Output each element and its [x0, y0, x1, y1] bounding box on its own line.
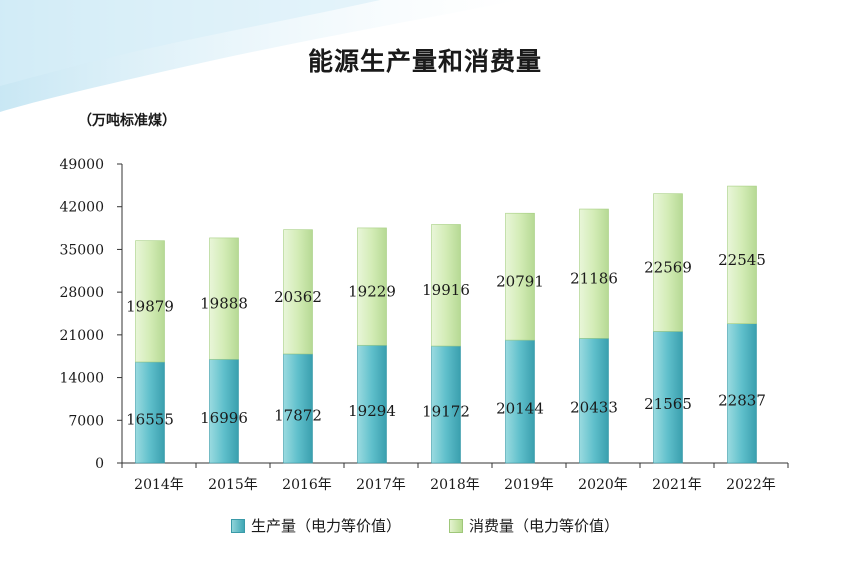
legend-item-production: 生产量（电力等价值）: [230, 515, 401, 536]
bar-consumption: [357, 227, 387, 346]
x-tick-label: 2018年: [430, 477, 480, 493]
data-label-consumption: 21186: [570, 270, 618, 288]
bar-production: [357, 344, 387, 464]
legend-swatch-consumption: [449, 518, 463, 533]
chart-legend: 生产量（电力等价值） 消费量（电力等价值）: [0, 515, 850, 536]
bar-consumption: [209, 237, 239, 360]
data-label-consumption: 22545: [718, 251, 766, 269]
bar-consumption: [579, 208, 609, 339]
data-label-consumption: 22569: [644, 259, 692, 277]
legend-label-production: 生产量（电力等价值）: [250, 517, 401, 535]
y-tick-label: 0: [95, 456, 104, 472]
data-label-consumption: 20791: [496, 273, 544, 291]
bar-production: [653, 331, 683, 464]
bar-production: [135, 361, 165, 464]
data-label-production: 22837: [718, 391, 766, 409]
x-tick-label: 2020年: [578, 477, 628, 493]
x-tick-label: 2022年: [726, 477, 776, 493]
y-tick-label: 35000: [59, 242, 104, 258]
data-label-production: 19172: [422, 403, 470, 421]
x-tick-label: 2019年: [504, 477, 554, 493]
bar-consumption: [505, 212, 535, 341]
x-tick-label: 2016年: [282, 477, 332, 493]
bar-consumption: [135, 240, 165, 363]
y-tick-label: 14000: [59, 371, 104, 387]
data-label-consumption: 19879: [126, 297, 174, 315]
x-tick-label: 2015年: [208, 477, 258, 493]
bar-production: [283, 353, 313, 464]
legend-label-consumption: 消费量（电力等价值）: [469, 517, 620, 535]
bar-production: [431, 345, 461, 464]
y-tick-label: 21000: [59, 328, 104, 344]
x-tick-label: 2017年: [356, 477, 406, 493]
y-axis-unit-label: （万吨标准煤）: [78, 113, 176, 129]
bar-production: [579, 338, 609, 464]
data-label-consumption: 19888: [200, 295, 248, 313]
bar-consumption: [283, 229, 313, 355]
data-label-consumption: 20362: [274, 288, 322, 306]
bar-production: [727, 323, 757, 464]
x-tick-label: 2021年: [652, 477, 702, 493]
data-label-production: 20433: [570, 399, 618, 417]
bar-consumption: [653, 193, 683, 332]
data-label-production: 16996: [200, 409, 248, 427]
x-tick-label: 2014年: [134, 477, 184, 493]
y-tick-label: 28000: [59, 285, 104, 301]
data-label-production: 20144: [496, 400, 544, 418]
legend-item-consumption: 消费量（电力等价值）: [449, 515, 619, 536]
bar-consumption: [727, 185, 757, 324]
data-label-production: 19294: [348, 402, 396, 420]
legend-swatch-production: [230, 518, 245, 533]
data-label-consumption: 19916: [422, 281, 470, 299]
bar-consumption: [431, 224, 461, 347]
y-tick-label: 49000: [59, 157, 104, 173]
data-label-production: 21565: [644, 395, 692, 413]
y-tick-label: 7000: [68, 413, 104, 429]
chart-title: 能源生产量和消费量: [307, 47, 542, 76]
data-label-production: 17872: [274, 406, 322, 424]
y-tick-label: 42000: [59, 200, 104, 216]
data-label-production: 16555: [126, 410, 174, 428]
data-label-consumption: 19229: [348, 283, 396, 301]
